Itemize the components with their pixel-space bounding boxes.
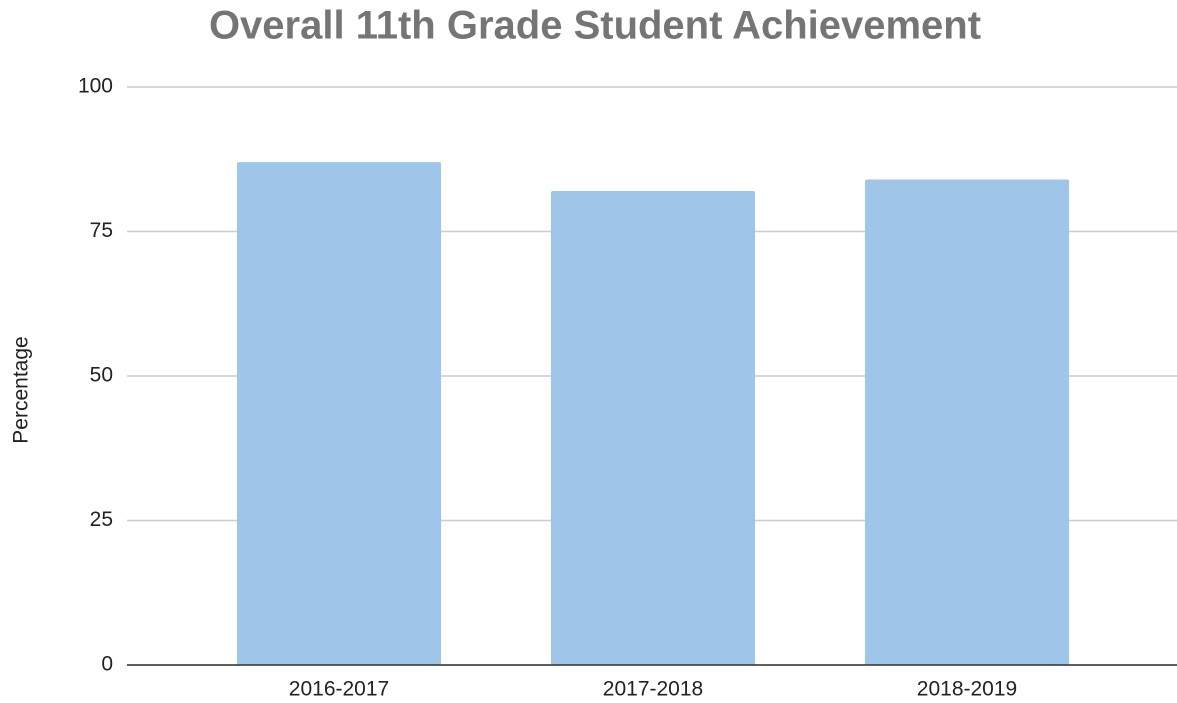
y-tick-label: 25 [90,508,113,531]
bar [864,179,1070,666]
x-tick-label: 2016-2017 [289,678,389,701]
y-tick-label: 50 [90,364,113,387]
y-tick-label: 100 [78,75,113,98]
x-tick-label: 2017-2018 [603,678,703,701]
x-tick-label: 2018-2019 [917,678,1017,701]
bar [550,191,756,666]
bar [236,162,442,665]
y-axis-label: Percentage [10,336,33,443]
y-tick-label: 0 [101,653,113,676]
y-tick-label: 75 [90,219,113,242]
chart-title: Overall 11th Grade Student Achievement [209,4,981,48]
